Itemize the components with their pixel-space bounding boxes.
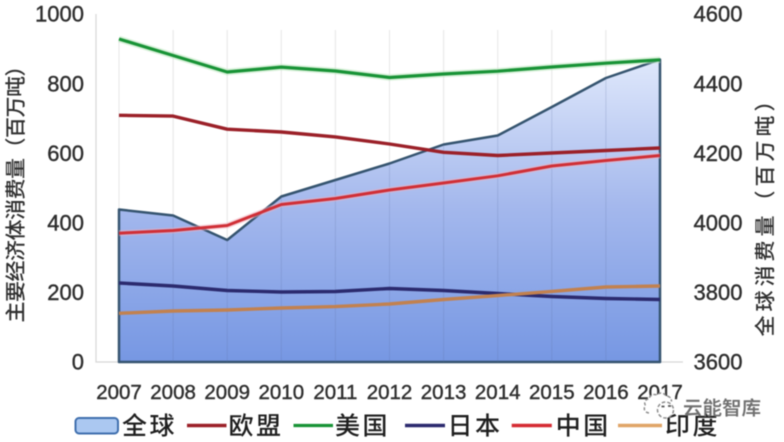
svg-text:2015: 2015 [529,381,575,404]
svg-text:200: 200 [47,280,84,305]
svg-text:2014: 2014 [475,381,521,404]
svg-text:0: 0 [72,350,84,375]
svg-text:2010: 2010 [258,381,304,404]
svg-text:2007: 2007 [96,381,142,404]
svg-text:4400: 4400 [694,71,743,96]
svg-text:4600: 4600 [694,2,743,27]
svg-text:4200: 4200 [694,141,743,166]
svg-text:3600: 3600 [694,350,743,375]
svg-text:2011: 2011 [313,381,357,404]
svg-text:2009: 2009 [204,381,250,404]
svg-text:2008: 2008 [150,381,196,404]
svg-text:400: 400 [47,211,84,236]
svg-text:2016: 2016 [583,381,629,404]
svg-text:800: 800 [47,71,84,96]
svg-text:2013: 2013 [421,381,467,404]
svg-text:4000: 4000 [694,211,743,236]
svg-text:600: 600 [47,141,84,166]
svg-text:1000: 1000 [35,2,84,27]
svg-text:3800: 3800 [694,280,743,305]
svg-text:2012: 2012 [367,381,413,404]
